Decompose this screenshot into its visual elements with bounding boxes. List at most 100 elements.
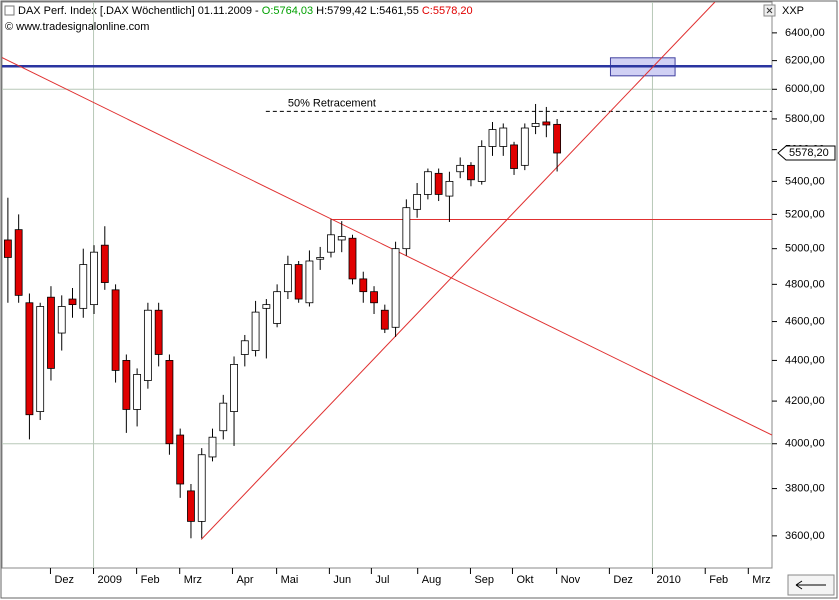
candle-body: [79, 264, 88, 309]
candle-body: [219, 402, 228, 432]
close-button-icon[interactable]: [766, 7, 773, 14]
candle-body: [133, 374, 142, 410]
candle-body: [176, 434, 185, 485]
candle-body: [467, 164, 475, 181]
y-tick-label: 3600,00: [785, 530, 825, 542]
last-price-label: 5578,20: [789, 147, 829, 159]
y-tick-label: 6200,00: [785, 55, 825, 67]
candle-body: [273, 291, 282, 324]
candle-body: [370, 291, 378, 304]
candle-body: [316, 257, 325, 260]
candle-body: [402, 207, 411, 250]
x-tick-label: Jul: [375, 574, 389, 586]
y-tick-label: 5400,00: [785, 175, 825, 187]
x-tick-label: Nov: [561, 574, 581, 586]
candle-body: [553, 123, 562, 154]
close-button[interactable]: [763, 4, 776, 17]
candle-body: [499, 127, 508, 147]
candle-body: [90, 251, 98, 306]
y-tick-label: 3800,00: [785, 482, 825, 494]
candle-body: [122, 360, 131, 410]
y-tick-label: 6000,00: [785, 83, 825, 95]
candle-body: [294, 264, 303, 300]
candle-body: [68, 298, 77, 306]
scroll-button-arrow[interactable]: [795, 580, 826, 590]
x-tick-label: Sep: [474, 574, 494, 586]
x-tick-label: Feb: [141, 574, 160, 586]
annotation-layer: 50% Retracement: [2, 2, 772, 540]
x-tick-label: Jun: [333, 574, 351, 586]
axis-layer: 3600,00 3800,00 4000,00 4200,00 4400,00 4600,…: [49, 27, 836, 586]
candle-body: [391, 248, 400, 328]
candle-body: [423, 171, 432, 195]
y-tick-label: 5800,00: [785, 113, 825, 125]
candle-body: [434, 172, 443, 195]
trend-line: [2, 57, 772, 436]
header-icon: [4, 5, 15, 16]
x-tick-label: Aug: [422, 574, 442, 586]
x-tick-label: Okt: [516, 574, 533, 586]
x-tick-label: 2009: [98, 574, 122, 586]
x-tick-label: Apr: [236, 574, 253, 586]
candle-body: [413, 194, 422, 210]
header-text: DAX Perf. Index [.DAX Wöchentlich] 01.11…: [18, 5, 473, 17]
candle-body: [197, 454, 206, 522]
candle-body: [14, 229, 23, 296]
candle-body: [208, 436, 217, 458]
x-tick-label: Mai: [281, 574, 299, 586]
candle-body: [57, 306, 66, 334]
candle-body: [520, 127, 529, 166]
candle-body: [25, 302, 34, 416]
candle-body: [445, 180, 454, 197]
candle-body: [3, 239, 12, 258]
candle-body: [154, 309, 163, 355]
candle-body: [47, 296, 55, 369]
x-tick-label: Mrz: [184, 574, 202, 586]
axis-label: XXP: [782, 5, 804, 17]
x-tick-label: 2010: [656, 574, 680, 586]
x-tick-label: Mrz: [752, 574, 770, 586]
y-tick-label: 5200,00: [785, 208, 825, 220]
x-tick-label: Dez: [613, 574, 633, 586]
candle-body: [488, 129, 497, 147]
y-tick-label: 5000,00: [785, 243, 825, 255]
candle-body: [230, 364, 238, 412]
y-tick-label: 6400,00: [785, 27, 825, 39]
x-tick-label: Feb: [709, 574, 728, 586]
x-tick-label: Dez: [54, 574, 74, 586]
candle-body: [359, 278, 368, 293]
candle-body: [143, 309, 152, 381]
candle-body: [327, 234, 335, 253]
last-price-box: [777, 145, 836, 161]
candle-body: [337, 236, 346, 241]
trend-line: [200, 2, 716, 540]
candle-body: [187, 490, 195, 522]
candle-body: [531, 123, 540, 127]
candle-layer: [3, 103, 562, 539]
candle-body: [380, 309, 389, 330]
candle-body: [100, 244, 109, 283]
candle-body: [240, 340, 249, 355]
candle-body: [542, 121, 551, 126]
candle-body: [251, 311, 260, 351]
y-tick-label: 4400,00: [785, 354, 825, 366]
ohlc-label: L:5461,55: [370, 5, 419, 17]
candle-body: [456, 164, 465, 173]
level-label: 50% Retracement: [288, 97, 376, 109]
y-tick-label: 4000,00: [785, 438, 825, 450]
candle-body: [36, 306, 45, 412]
candle-body: [111, 289, 120, 371]
candle-body: [477, 146, 486, 182]
candle-body: [510, 144, 518, 169]
ohlc-label: O:5764,03: [262, 5, 313, 17]
plot-frame: [1, 1, 773, 569]
scroll-button[interactable]: [787, 574, 835, 596]
candle-body: [283, 264, 292, 293]
ohlc-label: C:5578,20: [422, 5, 473, 17]
source: © www.tradesignalonline.com: [5, 21, 149, 33]
candle-body: [262, 304, 271, 309]
